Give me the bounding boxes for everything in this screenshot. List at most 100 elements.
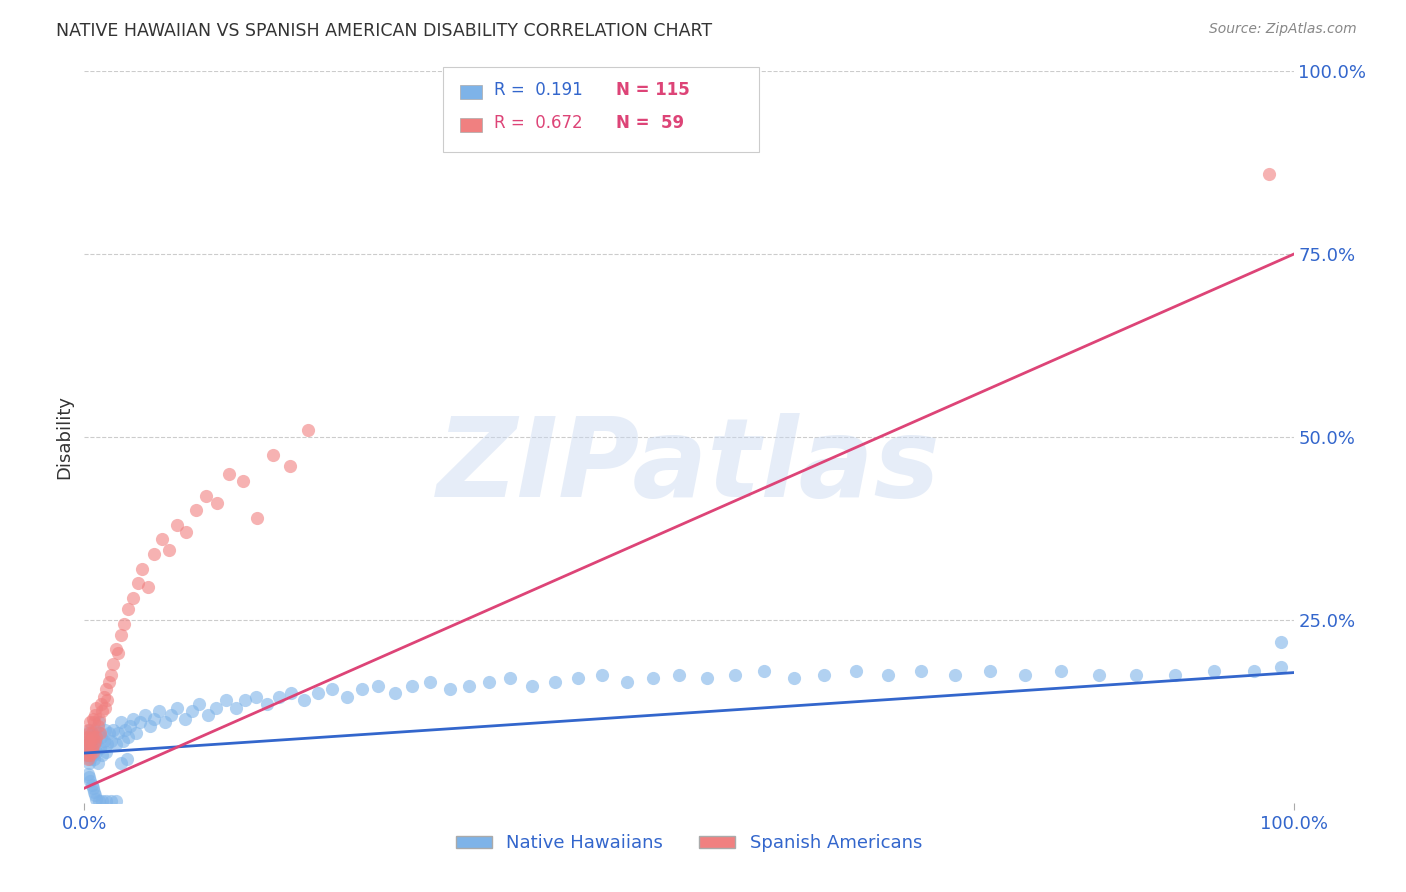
Point [91, 705, 114, 719]
Point [307, 686, 329, 700]
Point [591, 667, 613, 681]
Point [100, 733, 122, 747]
Point [94, 700, 117, 714]
Text: N = 115: N = 115 [616, 81, 689, 99]
Point [87, 712, 110, 726]
Point [155, 715, 177, 730]
Point [76, 730, 98, 744]
Point [76, 748, 98, 763]
Point [80, 726, 103, 740]
Point [125, 726, 148, 740]
Point [1270, 660, 1292, 674]
Text: R =  0.672: R = 0.672 [494, 114, 582, 132]
Point [97, 675, 120, 690]
Point [87, 794, 110, 808]
Point [86, 719, 108, 733]
Point [174, 525, 197, 540]
Point [82, 737, 104, 751]
Point [79, 733, 101, 747]
Point [148, 705, 170, 719]
Point [367, 679, 389, 693]
Point [110, 627, 132, 641]
Point [127, 576, 149, 591]
Point [84, 733, 107, 747]
Point [280, 686, 302, 700]
Point [943, 667, 966, 681]
Point [752, 664, 775, 678]
Point [979, 664, 1001, 678]
Point [143, 712, 166, 726]
Legend: Native Hawaiians, Spanish Americans: Native Hawaiians, Spanish Americans [449, 827, 929, 860]
Point [117, 602, 139, 616]
Point [1164, 667, 1187, 681]
Point [82, 781, 104, 796]
Point [845, 664, 868, 678]
Point [112, 733, 135, 747]
Point [89, 740, 111, 755]
Point [77, 752, 100, 766]
Point [97, 726, 120, 740]
Point [294, 693, 316, 707]
Point [84, 740, 107, 755]
Point [117, 730, 139, 744]
Point [336, 690, 359, 704]
Point [184, 503, 207, 517]
Point [131, 562, 153, 576]
Point [77, 740, 100, 755]
Point [1125, 667, 1147, 681]
Text: R =  0.191: R = 0.191 [494, 81, 582, 99]
Point [77, 748, 100, 763]
Point [104, 737, 127, 751]
Point [79, 733, 101, 747]
Point [80, 778, 103, 792]
Text: ZIPatlas: ZIPatlas [437, 413, 941, 520]
Point [195, 489, 218, 503]
Point [134, 708, 156, 723]
Point [1202, 664, 1225, 678]
Point [77, 745, 100, 759]
Point [80, 745, 103, 759]
Point [278, 459, 301, 474]
Point [103, 657, 125, 671]
Point [84, 723, 107, 737]
Point [110, 756, 132, 770]
Point [215, 693, 238, 707]
Point [76, 745, 98, 759]
Point [567, 672, 589, 686]
Point [86, 700, 108, 714]
Point [157, 543, 180, 558]
Point [245, 690, 267, 704]
Point [91, 794, 114, 808]
Point [1270, 635, 1292, 649]
Point [166, 700, 188, 714]
Point [79, 715, 101, 730]
Point [82, 712, 104, 726]
Point [233, 693, 256, 707]
Point [80, 740, 103, 755]
Point [544, 675, 567, 690]
Point [520, 679, 543, 693]
Point [110, 715, 132, 730]
Point [77, 723, 100, 737]
Point [205, 700, 228, 714]
Point [138, 580, 160, 594]
Point [96, 737, 118, 751]
Point [86, 733, 108, 747]
Point [104, 642, 127, 657]
Point [197, 708, 219, 723]
Point [401, 679, 423, 693]
Point [696, 672, 718, 686]
Point [83, 715, 105, 730]
Point [439, 682, 461, 697]
Point [138, 719, 160, 733]
Point [107, 726, 129, 740]
Point [93, 690, 115, 704]
Point [877, 667, 900, 681]
Point [262, 448, 284, 462]
Point [160, 708, 183, 723]
Point [724, 667, 747, 681]
Point [641, 672, 664, 686]
Point [84, 789, 107, 803]
Point [121, 712, 143, 726]
Point [89, 726, 111, 740]
